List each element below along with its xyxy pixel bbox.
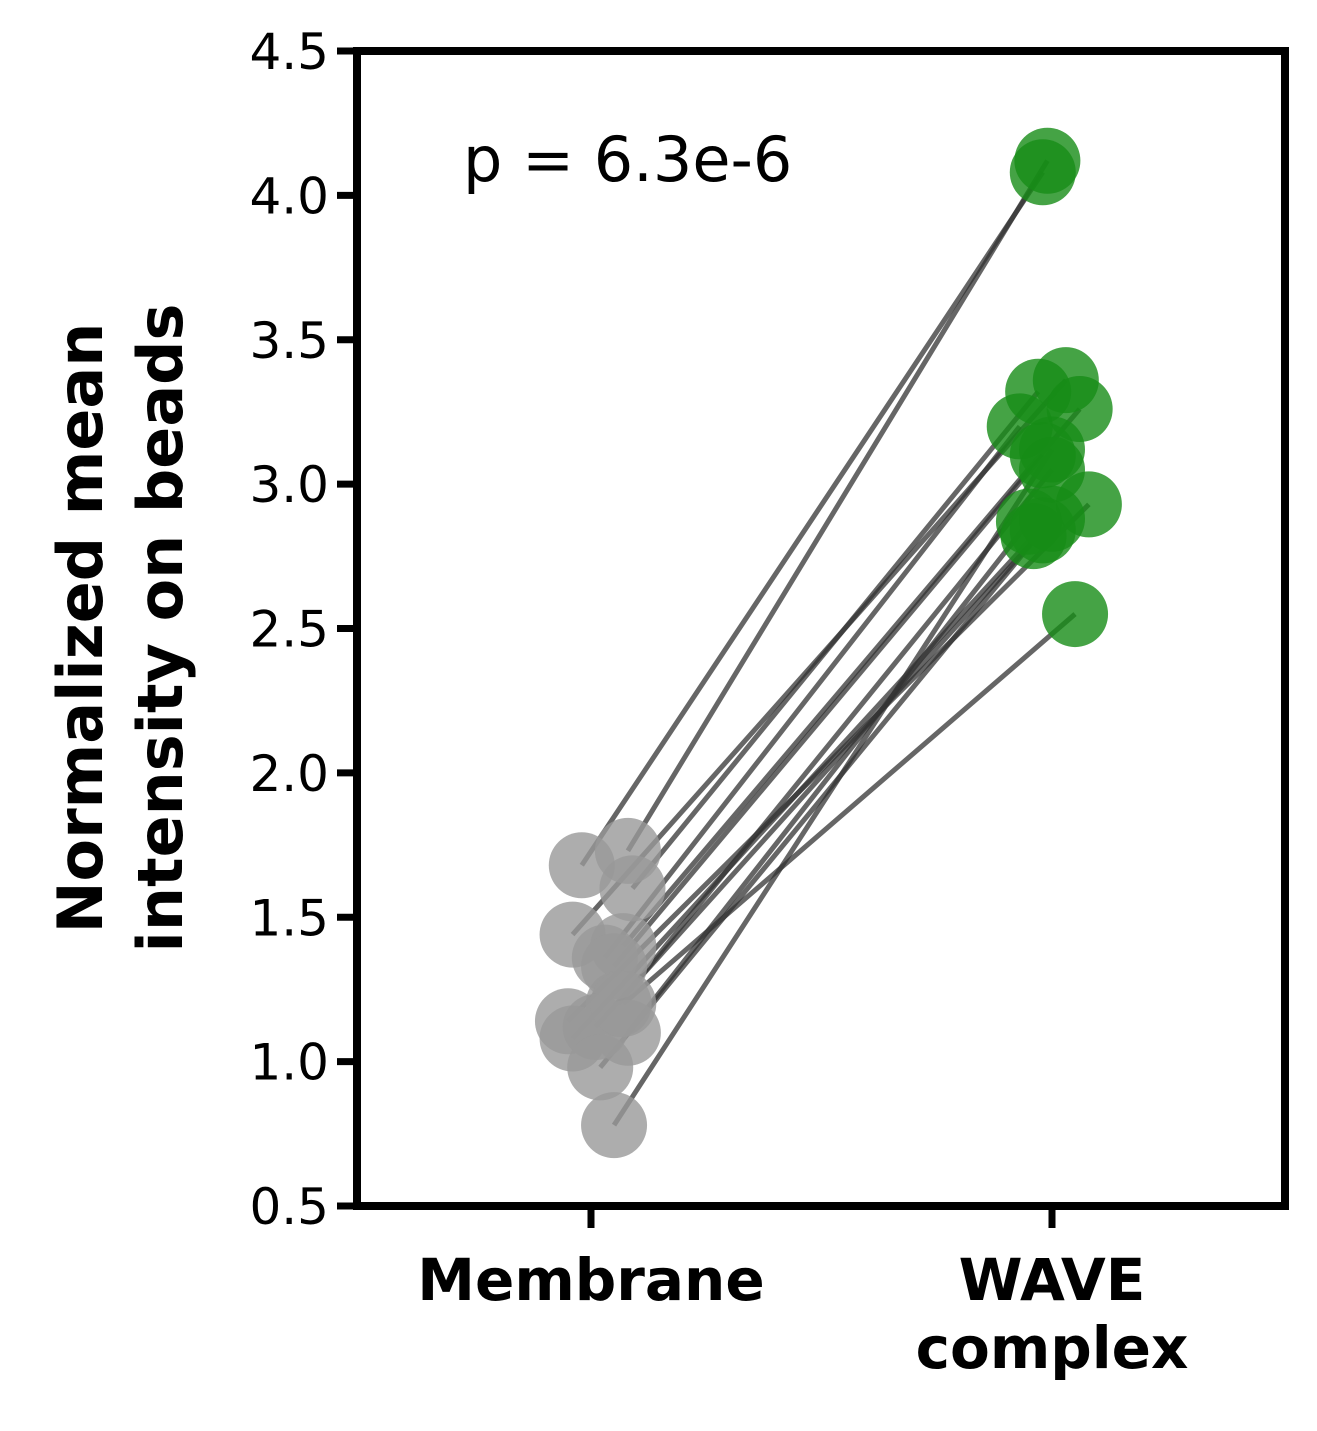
y-tick-label-4: 2.0 [249, 745, 329, 803]
y-tick-label-3: 1.5 [249, 889, 329, 947]
y-tick-label-8: 4.0 [249, 167, 329, 225]
membrane-points [534, 817, 666, 1159]
x-ticks: Membrane WAVE complex [417, 1206, 1188, 1382]
y-axis-title: Normalized mean intensity on beads [44, 304, 197, 953]
y-tick-label-9: 4.5 [249, 23, 329, 81]
pair-line-1 [579, 170, 1045, 867]
membrane-point-15 [581, 1092, 648, 1159]
pair-line-15 [611, 448, 1055, 1127]
wave-point-14 [1042, 581, 1109, 648]
y-tick-label-5: 2.5 [249, 601, 329, 659]
pair-line-2 [625, 159, 1050, 853]
pair-line-7 [612, 453, 1045, 968]
pair-line-13 [598, 517, 1054, 1069]
y-tick-label-2: 1.0 [249, 1034, 329, 1092]
pair-line-6 [602, 424, 1022, 960]
membrane-point-13 [567, 1034, 634, 1101]
y-tick-label-6: 3.0 [249, 456, 329, 514]
wave-point-13 [1019, 485, 1085, 552]
membrane-point-14 [590, 970, 657, 1037]
y-tick-label-1: 0.5 [249, 1178, 329, 1236]
plot-frame [353, 47, 1289, 1210]
y-ticks: 0.5 1.0 1.5 2.0 2.5 3.0 3.5 4.0 4.5 [249, 23, 357, 1236]
pair-line-12 [593, 528, 1045, 1029]
axes [353, 47, 1289, 1210]
membrane-point-3 [599, 855, 666, 922]
x-category-label-2: WAVE complex [916, 1246, 1189, 1382]
wave-point-15 [1019, 416, 1085, 483]
x-category-label-1: Membrane [417, 1246, 764, 1314]
pair-line-10 [625, 520, 1031, 1035]
pair-line-14 [621, 612, 1077, 1006]
y-tick-label-7: 3.5 [249, 312, 329, 370]
wave-points [986, 127, 1122, 648]
p-value-annotation: p = 6.3e-6 [463, 123, 792, 196]
wave-point-2 [1014, 127, 1081, 194]
